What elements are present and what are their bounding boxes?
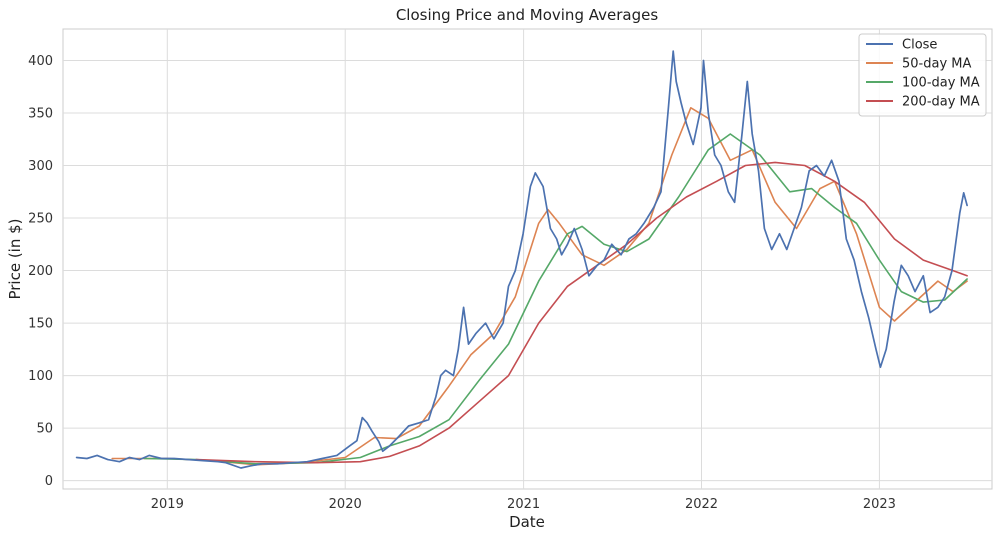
y-tick-label: 250: [28, 212, 53, 227]
legend-label-200-day-ma: 200-day MA: [902, 95, 980, 110]
y-tick-label: 0: [45, 474, 53, 489]
legend-label-close: Close: [902, 38, 937, 53]
y-tick-label: 50: [36, 422, 53, 437]
legend: Close 50-day MA 100-day MA 200-day MA: [858, 33, 987, 117]
series-line-50-day-ma: [111, 107, 968, 466]
legend-label-50-day-ma: 50-day MA: [902, 57, 971, 72]
y-tick-label: 400: [28, 54, 53, 69]
chart-title: Closing Price and Moving Averages: [396, 6, 659, 24]
x-tick-label: 2019: [151, 497, 184, 512]
y-tick-label: 300: [28, 159, 53, 174]
legend-items: Close 50-day MA 100-day MA 200-day MA: [866, 38, 980, 110]
y-tick-label: 100: [28, 369, 53, 384]
y-tick-label: 200: [28, 264, 53, 279]
x-tick-label: 2020: [329, 497, 362, 512]
x-tick-label: 2023: [863, 497, 896, 512]
tick-layer: 0 50 100 150 200 250 300 350 400 2019 2020 2021 2022…: [28, 54, 896, 512]
legend-label-100-day-ma: 100-day MA: [902, 76, 980, 91]
y-axis-title: Price (in $): [6, 218, 24, 299]
x-tick-label: 2021: [507, 497, 540, 512]
x-tick-label: 2022: [685, 497, 718, 512]
series-line-100-day-ma: [143, 133, 968, 465]
x-axis-title: Date: [509, 513, 545, 531]
y-tick-label: 150: [28, 317, 53, 332]
series-layer: [75, 50, 968, 469]
y-tick-label: 350: [28, 107, 53, 122]
series-line-close: [75, 50, 968, 469]
legend-box: [858, 33, 987, 117]
